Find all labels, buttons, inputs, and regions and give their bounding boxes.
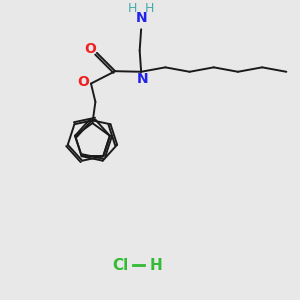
- Text: H: H: [145, 2, 154, 14]
- Text: H: H: [149, 258, 162, 273]
- Text: O: O: [84, 42, 96, 56]
- Text: N: N: [137, 72, 148, 86]
- Text: N: N: [135, 11, 147, 25]
- Text: O: O: [77, 75, 89, 89]
- Text: Cl: Cl: [112, 258, 129, 273]
- Text: H: H: [128, 2, 138, 14]
